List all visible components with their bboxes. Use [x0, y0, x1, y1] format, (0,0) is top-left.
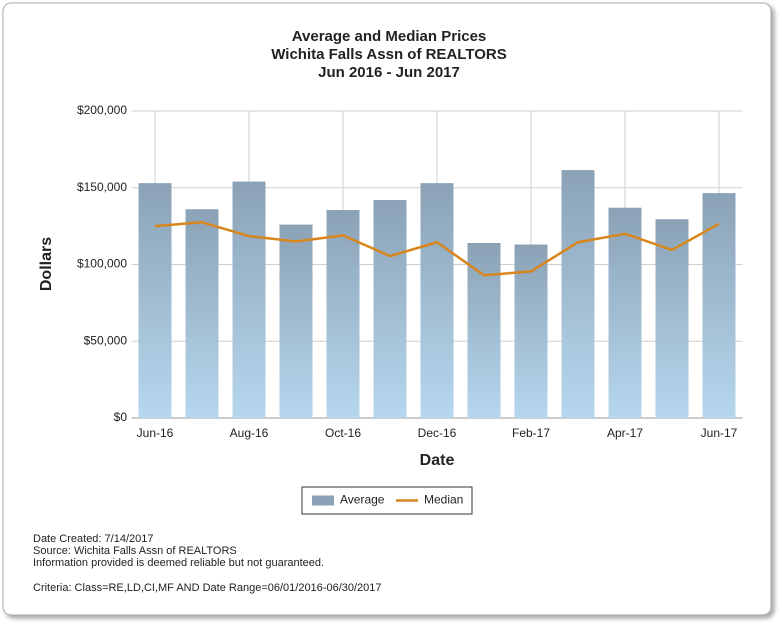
footer-text: Source: Wichita Falls Assn of REALTORS [33, 545, 237, 557]
footer-text: Information provided is deemed reliable … [33, 557, 324, 569]
x-tick-label: Jun-17 [701, 426, 738, 440]
bar [467, 243, 501, 418]
line [154, 221, 720, 277]
bar [185, 209, 219, 418]
bar [561, 170, 595, 418]
footer-text: Criteria: Class=RE,LD,CI,MF AND Date Ran… [33, 582, 382, 594]
y-tick-label: $50,000 [84, 333, 128, 347]
bar [655, 219, 689, 418]
bar [326, 210, 360, 418]
chart-title: Jun 2016 - Jun 2017 [318, 64, 460, 81]
bar [608, 207, 642, 418]
x-tick-label: Apr-17 [607, 426, 643, 440]
x-axis-title: Date [420, 452, 455, 469]
chart-title: Average and Median Prices [292, 28, 487, 45]
bar [702, 193, 736, 418]
y-axis-title: Dollars [38, 237, 55, 291]
y-tick-label: $100,000 [77, 257, 127, 271]
x-tick-label: Dec-16 [418, 426, 457, 440]
x-tick-label: Oct-16 [325, 426, 361, 440]
bar [232, 181, 266, 418]
x-tick-label: Aug-16 [230, 426, 269, 440]
x-tick-label: Jun-16 [137, 426, 174, 440]
y-tick-label: $200,000 [77, 103, 127, 117]
bar [138, 183, 172, 418]
bar [420, 183, 454, 418]
legend-label: Median [424, 493, 463, 507]
bar [373, 200, 407, 418]
bar [279, 224, 313, 418]
legend-label: Average [340, 493, 385, 507]
y-tick-label: $150,000 [77, 180, 127, 194]
footer-text: Date Created: 7/14/2017 [33, 533, 153, 545]
chart-title: Wichita Falls Assn of REALTORS [271, 46, 506, 63]
legend-swatch [312, 495, 334, 506]
x-tick-label: Feb-17 [512, 426, 550, 440]
y-tick-label: $0 [114, 410, 128, 424]
